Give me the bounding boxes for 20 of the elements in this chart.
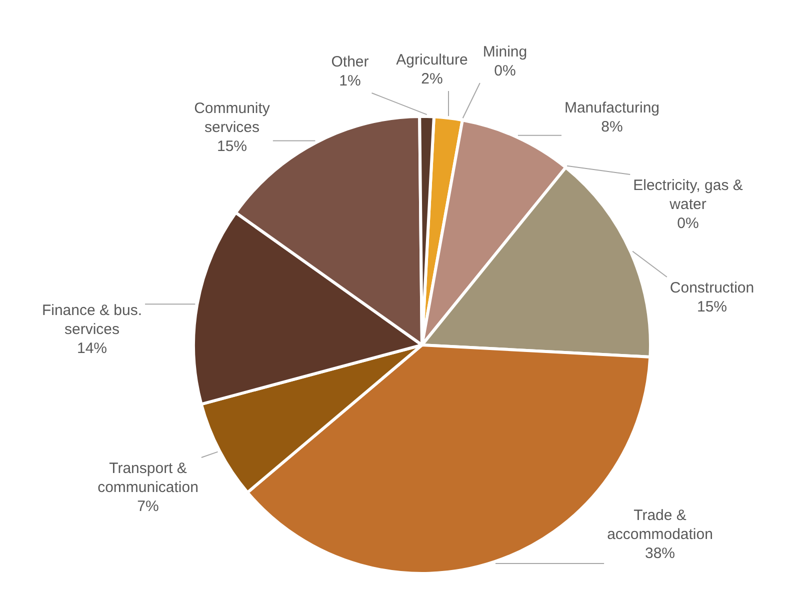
slice-label: Community services bbox=[194, 100, 270, 136]
slice-label: Transport & communication bbox=[98, 460, 198, 496]
data-label: 2% bbox=[421, 70, 443, 88]
category-label: Mining bbox=[482, 44, 528, 61]
data-label: 1% bbox=[339, 72, 361, 90]
slice-label: Other bbox=[331, 54, 369, 71]
category-label: Electricity, gas & water bbox=[633, 177, 743, 214]
slice-label: Manufacturing bbox=[564, 100, 660, 117]
slice-label: Construction bbox=[670, 280, 754, 297]
text: 0% bbox=[677, 215, 699, 232]
data-label: 14% bbox=[76, 340, 108, 358]
data-label: 15% bbox=[696, 298, 728, 316]
data-label: 7% bbox=[137, 498, 159, 516]
data-label: 8% bbox=[601, 118, 623, 136]
text: 0% bbox=[494, 62, 516, 80]
data-label: 15% bbox=[216, 138, 248, 156]
slice-label: Finance & bus. services bbox=[42, 302, 142, 338]
data-label: 38% bbox=[644, 545, 676, 562]
slice-label: Agriculture bbox=[396, 52, 468, 69]
slice-label: Trade & accommodation bbox=[607, 507, 713, 544]
